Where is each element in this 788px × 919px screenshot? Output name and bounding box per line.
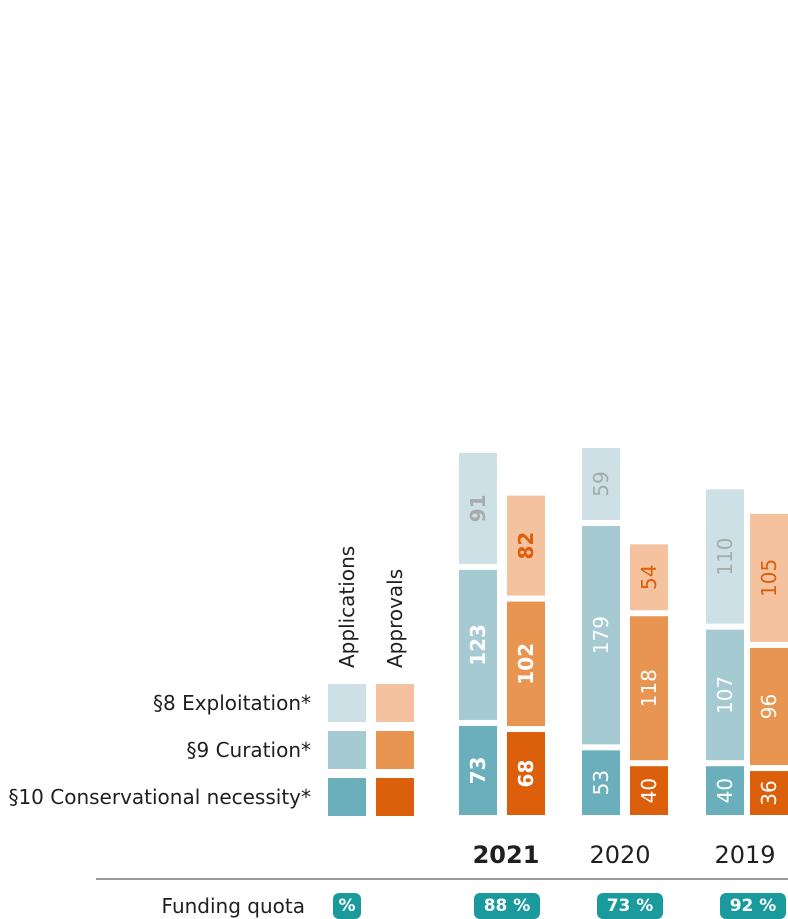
bar-approvals-2020-8 (630, 544, 668, 611)
bar-applications-2019-10-label: 40 (713, 778, 737, 803)
bar-approvals-2019-10 (750, 771, 788, 815)
bar-approvals-2020-8-label: 54 (637, 565, 661, 590)
bar-approvals-2019-9 (750, 647, 788, 766)
legend-swatch-approvals-9 (376, 731, 414, 769)
funding-quota-label: Funding quota (162, 894, 305, 918)
bar-approvals-2020-9 (630, 616, 668, 761)
legend-swatch-applications-9 (328, 731, 366, 769)
bar-approvals-2021-9-label: 102 (514, 643, 538, 685)
bar-applications-2019-8-label: 110 (713, 537, 737, 575)
bar-applications-2020-10-label: 53 (589, 770, 613, 795)
bar-applications-2021-9-label: 123 (466, 624, 490, 666)
bar-approvals-2019-9-label: 96 (757, 694, 781, 719)
legend-swatch-applications-8 (328, 684, 366, 722)
bar-approvals-2020-9-label: 118 (637, 669, 661, 707)
funding-quota-badge-2021 (474, 893, 540, 919)
bar-approvals-2019-10-label: 36 (757, 780, 781, 805)
bar-applications-2020-9 (582, 525, 620, 745)
bar-approvals-2021-10-label: 68 (514, 760, 538, 788)
bar-applications-2019-9 (706, 629, 744, 761)
legend-label-10: §10 Conservational necessity* (8, 785, 311, 809)
bar-applications-2020-8 (582, 447, 620, 520)
bar-approvals-2021-10 (507, 732, 545, 815)
funding-quota-badge-2019 (720, 893, 786, 919)
bar-approvals-2020-10 (630, 766, 668, 815)
bar-applications-2019-9-label: 107 (713, 676, 737, 714)
legend-swatch-applications-10 (328, 778, 366, 816)
legend-heading-applications: Applications (335, 546, 359, 668)
bar-applications-2020-10 (582, 750, 620, 815)
legend-swatch-approvals-10 (376, 778, 414, 816)
category-label-2021: 2021 (473, 841, 540, 869)
funding-quota-badge-2020 (597, 893, 663, 919)
legend-swatch-approvals-8 (376, 684, 414, 722)
bar-applications-2020-8-label: 59 (589, 471, 613, 496)
bar-approvals-2019-8 (750, 513, 788, 642)
category-label-2020: 2020 (589, 841, 650, 869)
bar-applications-2021-8 (459, 452, 497, 564)
legend-label-8: §8 Exploitation* (153, 691, 311, 715)
bar-applications-2019-10 (706, 766, 744, 815)
bar-approvals-2020-10-label: 40 (637, 778, 661, 803)
legend-label-9: §9 Curation* (186, 738, 311, 762)
bar-approvals-2021-8 (507, 495, 545, 596)
bar-approvals-2019-8-label: 105 (757, 559, 781, 597)
legend-heading-approvals: Approvals (383, 569, 407, 668)
bar-applications-2021-8-label: 91 (466, 494, 490, 522)
bar-applications-2021-10 (459, 725, 497, 815)
funding-quota-badge-2019-text: 92 % (730, 896, 777, 916)
funding-quota-unit-badge-text: % (338, 896, 355, 916)
bar-applications-2021-9 (459, 569, 497, 720)
funding-quota-badge-2020-text: 73 % (607, 896, 654, 916)
category-label-2019: 2019 (714, 841, 775, 869)
funding-quota-unit-badge (333, 893, 361, 919)
bar-applications-2019-8 (706, 489, 744, 624)
bar-approvals-2021-9 (507, 601, 545, 727)
bar-applications-2021-10-label: 73 (466, 757, 490, 785)
bar-approvals-2021-8-label: 82 (514, 532, 538, 560)
funding-quota-badge-2021-text: 88 % (484, 896, 531, 916)
bar-applications-2020-9-label: 179 (589, 616, 613, 654)
